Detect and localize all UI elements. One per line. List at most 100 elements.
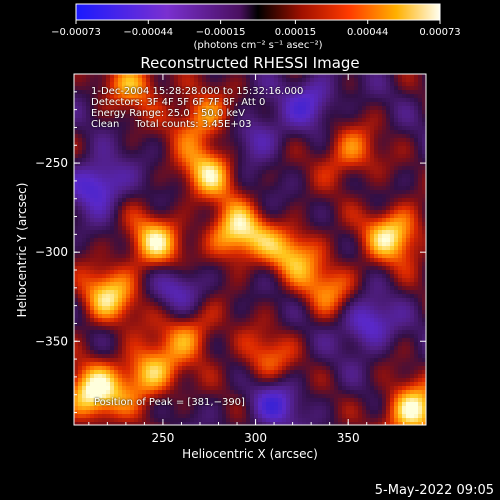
heatmap-cell: [226, 282, 231, 287]
heatmap-cell: [318, 294, 323, 299]
heatmap-cell: [318, 178, 323, 183]
heatmap-cell: [174, 238, 179, 243]
heatmap-cell: [414, 262, 419, 267]
heatmap-cell: [262, 146, 267, 151]
heatmap-cell: [178, 262, 183, 267]
heatmap-cell: [246, 90, 251, 95]
heatmap-cell: [230, 122, 235, 127]
heatmap-cell: [310, 190, 315, 195]
heatmap-cell: [234, 134, 239, 139]
heatmap-cell: [138, 230, 143, 235]
heatmap-cell: [370, 282, 375, 287]
heatmap-cell: [158, 294, 163, 299]
heatmap-cell: [106, 174, 111, 179]
heatmap-cell: [102, 198, 107, 203]
heatmap-cell: [146, 290, 151, 295]
heatmap-cell: [110, 198, 115, 203]
heatmap-cell: [206, 202, 211, 207]
heatmap-cell: [418, 254, 423, 259]
heatmap-cell: [322, 294, 327, 299]
heatmap-cell: [398, 210, 403, 215]
heatmap-cell: [174, 114, 179, 119]
heatmap-cell: [178, 218, 183, 223]
heatmap-cell: [206, 170, 211, 175]
heatmap-cell: [354, 214, 359, 219]
heatmap-cell: [258, 282, 263, 287]
heatmap-cell: [318, 126, 323, 131]
heatmap-cell: [198, 298, 203, 303]
heatmap-cell: [178, 138, 183, 143]
heatmap-cell: [334, 122, 339, 127]
heatmap-cell: [218, 294, 223, 299]
heatmap-cell: [318, 246, 323, 251]
heatmap-cell: [170, 202, 175, 207]
heatmap-cell: [174, 126, 179, 131]
heatmap-cell: [290, 206, 295, 211]
heatmap-cell: [394, 242, 399, 247]
heatmap-cell: [218, 126, 223, 131]
heatmap-cell: [146, 286, 151, 291]
heatmap-cell: [82, 86, 87, 91]
heatmap-cell: [310, 130, 315, 135]
heatmap-cell: [162, 130, 167, 135]
heatmap-cell: [78, 210, 83, 215]
heatmap-cell: [218, 286, 223, 291]
heatmap-cell: [294, 162, 299, 167]
heatmap-cell: [102, 118, 107, 123]
heatmap-cell: [122, 262, 127, 267]
heatmap-cell: [122, 122, 127, 127]
heatmap-cell: [94, 258, 99, 263]
heatmap-cell: [178, 250, 183, 255]
heatmap-cell: [118, 206, 123, 211]
heatmap-cell: [82, 122, 87, 127]
heatmap-cell: [158, 186, 163, 191]
heatmap-cell: [198, 174, 203, 179]
heatmap-cell: [222, 282, 227, 287]
heatmap-cell: [202, 146, 207, 151]
heatmap-cell: [226, 150, 231, 155]
heatmap-cell: [210, 166, 215, 171]
heatmap-cell: [302, 254, 307, 259]
heatmap-cell: [202, 266, 207, 271]
heatmap-cell: [210, 266, 215, 271]
heatmap-cell: [218, 206, 223, 211]
heatmap-cell: [322, 190, 327, 195]
heatmap-cell: [298, 206, 303, 211]
heatmap-cell: [98, 114, 103, 119]
heatmap-cell: [130, 246, 135, 251]
heatmap-cell: [94, 78, 99, 83]
heatmap-cell: [354, 126, 359, 131]
heatmap-cell: [214, 94, 219, 99]
heatmap-cell: [394, 154, 399, 159]
heatmap-cell: [238, 182, 243, 187]
heatmap-cell: [406, 138, 411, 143]
heatmap-cell: [354, 194, 359, 199]
heatmap-cell: [114, 82, 119, 87]
heatmap-cell: [398, 82, 403, 87]
heatmap-cell: [310, 254, 315, 259]
heatmap-cell: [186, 102, 191, 107]
heatmap-cell: [118, 214, 123, 219]
heatmap-cell: [334, 210, 339, 215]
heatmap-cell: [130, 218, 135, 223]
heatmap-cell: [198, 142, 203, 147]
heatmap-cell: [262, 74, 267, 79]
heatmap-cell: [294, 114, 299, 119]
heatmap-cell: [234, 282, 239, 287]
heatmap-cell: [322, 134, 327, 139]
heatmap-cell: [378, 218, 383, 223]
heatmap-cell: [202, 214, 207, 219]
heatmap-cell: [266, 114, 271, 119]
heatmap-cell: [402, 142, 407, 147]
heatmap-cell: [258, 166, 263, 171]
heatmap-cell: [138, 198, 143, 203]
heatmap-cell: [242, 214, 247, 219]
heatmap-cell: [290, 214, 295, 219]
heatmap-cell: [158, 246, 163, 251]
heatmap-cell: [222, 94, 227, 99]
heatmap-cell: [82, 126, 87, 131]
heatmap-cell: [94, 170, 99, 175]
heatmap-cell: [186, 234, 191, 239]
heatmap-cell: [290, 234, 295, 239]
heatmap-cell: [106, 82, 111, 87]
